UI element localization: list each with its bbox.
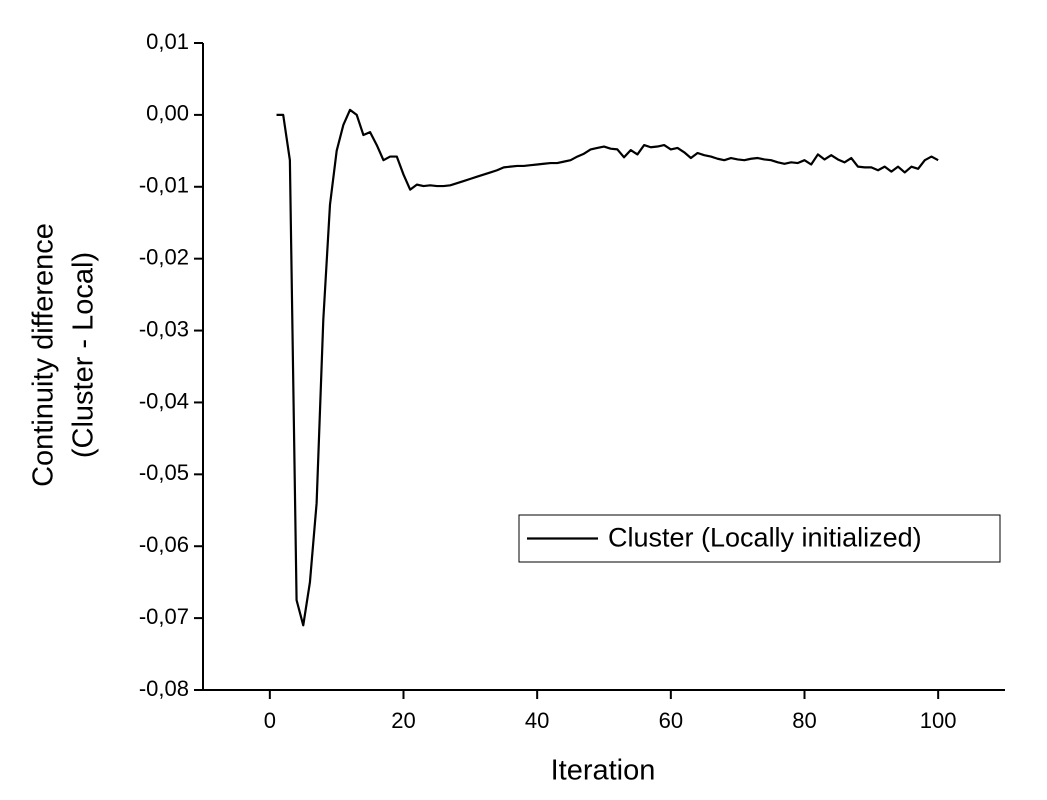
y-axis-title: (Cluster - Local): [68, 252, 100, 458]
y-tick-label: -0,08: [139, 676, 189, 701]
y-tick-label: -0,04: [139, 388, 189, 413]
y-tick-label: -0,03: [139, 316, 189, 341]
y-tick-label: -0,01: [139, 173, 189, 198]
y-tick-label: 0,01: [146, 29, 189, 54]
y-tick-label: -0,02: [139, 244, 189, 269]
legend-box: [518, 514, 1001, 563]
y-axis-title: Continuity difference: [28, 223, 60, 487]
x-tick-label: 100: [920, 708, 957, 733]
y-tick-label: -0,07: [139, 604, 189, 629]
y-tick-label: 0,00: [146, 101, 189, 126]
x-tick-label: 80: [792, 708, 816, 733]
data-line: [276, 108, 939, 627]
x-tick-label: 0: [264, 708, 276, 733]
legend-label: Cluster (Locally initialized): [608, 523, 922, 553]
x-axis-title: Iteration: [551, 755, 656, 787]
y-tick-label: -0,06: [139, 532, 189, 557]
x-tick-label: 20: [391, 708, 415, 733]
x-tick-label: 60: [659, 708, 683, 733]
x-tick-label: 40: [525, 708, 549, 733]
y-tick-label: -0,05: [139, 460, 189, 485]
